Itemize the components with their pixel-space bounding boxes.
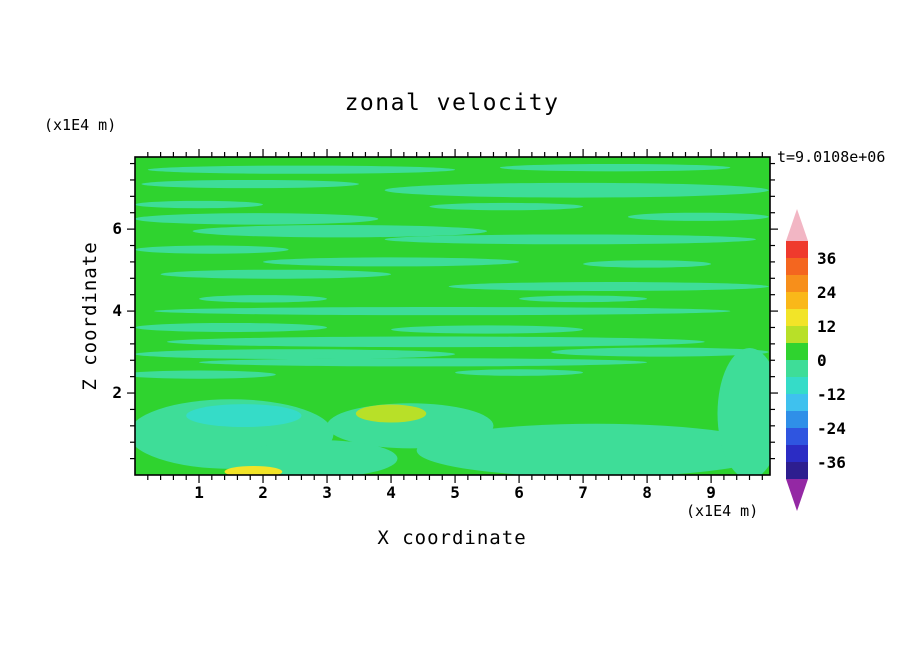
colorbar-segment <box>786 309 808 326</box>
colorbar-segment <box>786 394 808 411</box>
contour-region <box>717 347 770 475</box>
colorbar-segment <box>786 275 808 292</box>
contour-region <box>192 225 488 238</box>
x-tick-label: 5 <box>450 483 460 502</box>
contour-region <box>243 440 398 475</box>
y-axis-unit-label: (x1E4 m) <box>44 116 117 134</box>
contour-region <box>160 269 392 279</box>
contour-region <box>583 260 712 268</box>
colorbar-segment <box>786 360 808 377</box>
contour-region <box>135 200 264 209</box>
plot-frame <box>134 156 771 476</box>
contour-region <box>141 179 360 189</box>
y-axis-title: Z coordinate <box>79 241 101 391</box>
colorbar-segment <box>786 445 808 462</box>
contour-region <box>135 349 456 360</box>
y-tick-label: 6 <box>112 219 122 238</box>
colorbar-tick-label: 36 <box>817 249 836 268</box>
contour-region <box>199 358 648 367</box>
colorbar-segment <box>786 292 808 309</box>
contour-region <box>391 325 584 334</box>
contour-region <box>186 404 302 428</box>
contour-region <box>627 212 769 221</box>
contour-region <box>519 295 648 303</box>
x-axis-title: X coordinate <box>377 527 527 549</box>
colorbar-segment <box>786 326 808 343</box>
colorbar-segment <box>786 258 808 275</box>
contour-region <box>135 213 379 225</box>
colorbar-segment <box>786 343 808 360</box>
colorbar-tick-label: 12 <box>817 317 836 336</box>
x-tick-label: 6 <box>514 483 524 502</box>
axis-ticks <box>127 149 778 483</box>
contour-region <box>135 370 276 379</box>
x-tick-label: 8 <box>642 483 652 502</box>
contour-region <box>384 182 769 198</box>
contour-field <box>135 157 770 475</box>
contour-region <box>154 306 731 316</box>
x-tick-label: 1 <box>194 483 204 502</box>
x-tick-label: 2 <box>258 483 268 502</box>
colorbar-tick-label: 0 <box>817 351 827 370</box>
y-tick-label: 2 <box>112 383 122 402</box>
colorbar-tick-label: -24 <box>817 419 846 438</box>
contour-region <box>551 347 769 357</box>
colorbar-arrow-bottom <box>786 479 808 511</box>
x-axis-unit-label: (x1E4 m) <box>686 502 759 520</box>
page-title: zonal velocity <box>344 90 560 116</box>
colorbar-arrow-top <box>786 209 808 241</box>
colorbar-segment <box>786 241 808 258</box>
x-tick-label: 7 <box>578 483 588 502</box>
contour-region <box>429 202 584 211</box>
colorbar-tick-label: -12 <box>817 385 846 404</box>
colorbar-segment <box>786 428 808 445</box>
colorbar-segment <box>786 462 808 479</box>
x-tick-label: 9 <box>706 483 716 502</box>
x-tick-label: 3 <box>322 483 332 502</box>
colorbar-tick-label: 24 <box>817 283 836 302</box>
contour-region <box>135 245 289 254</box>
contour-region <box>147 165 456 174</box>
y-tick-label: 4 <box>112 301 122 320</box>
contour-region <box>499 163 731 172</box>
colorbar-segment <box>786 377 808 394</box>
contour-region <box>448 281 769 292</box>
contour-region <box>384 234 756 245</box>
contour-region <box>167 336 705 348</box>
contour-region <box>355 404 427 423</box>
contour-region <box>135 322 328 332</box>
x-tick-label: 4 <box>386 483 396 502</box>
timestamp-label: t=9.0108e+06 <box>777 148 886 166</box>
contour-region <box>199 295 328 303</box>
contour-region <box>416 423 770 475</box>
contour-region <box>455 369 584 376</box>
colorbar: 36 24 12 0 -12 -24 -36 <box>786 209 846 511</box>
contour-region <box>224 465 283 475</box>
colorbar-segment <box>786 411 808 428</box>
colorbar-tick-label: -36 <box>817 453 846 472</box>
contour-region <box>263 257 520 267</box>
